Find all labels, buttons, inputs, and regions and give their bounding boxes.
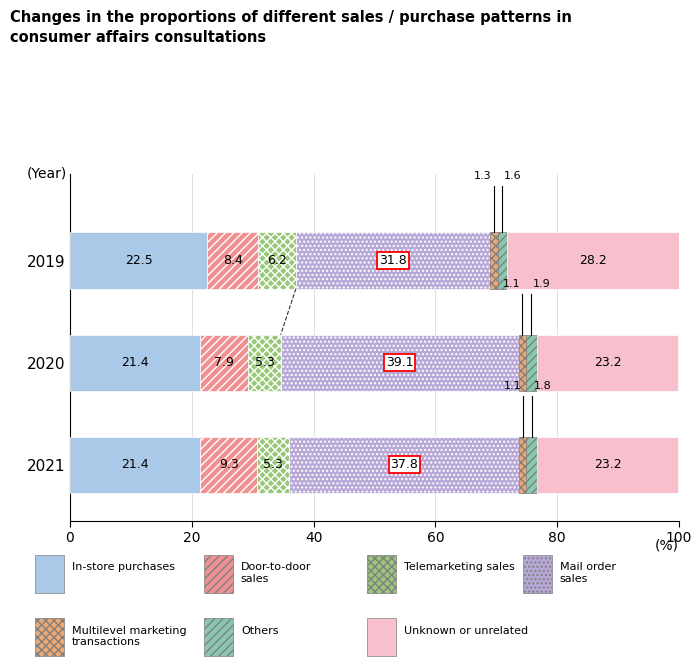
Text: 1.1: 1.1: [503, 279, 520, 289]
FancyBboxPatch shape: [204, 618, 233, 656]
FancyBboxPatch shape: [367, 554, 395, 593]
Text: 1.3: 1.3: [474, 172, 491, 181]
Text: Unknown or unrelated: Unknown or unrelated: [404, 626, 528, 636]
Bar: [248, 335, 281, 391]
Bar: [70, 232, 207, 289]
Bar: [257, 437, 289, 493]
Text: 1.6: 1.6: [504, 172, 522, 181]
Text: 37.8: 37.8: [391, 458, 419, 472]
Bar: [70, 437, 200, 493]
Bar: [508, 232, 679, 289]
Text: Mail order
sales: Mail order sales: [560, 562, 616, 584]
FancyBboxPatch shape: [34, 554, 64, 593]
Bar: [526, 335, 537, 391]
Text: 9.3: 9.3: [219, 458, 239, 472]
FancyBboxPatch shape: [204, 554, 233, 593]
Bar: [526, 437, 537, 493]
FancyBboxPatch shape: [523, 554, 552, 593]
Bar: [70, 335, 200, 391]
Bar: [519, 437, 526, 493]
Text: 28.2: 28.2: [580, 254, 607, 267]
Text: 7.9: 7.9: [214, 356, 234, 369]
Bar: [489, 232, 498, 289]
Text: 8.4: 8.4: [223, 254, 242, 267]
Text: 21.4: 21.4: [121, 458, 149, 472]
Text: 1.1: 1.1: [503, 381, 521, 391]
Text: 23.2: 23.2: [594, 458, 622, 472]
Text: 31.8: 31.8: [379, 254, 407, 267]
Text: Changes in the proportions of different sales / purchase patterns in
consumer af: Changes in the proportions of different …: [10, 10, 573, 45]
Text: Telemarketing sales: Telemarketing sales: [404, 562, 514, 572]
FancyBboxPatch shape: [34, 618, 64, 656]
Bar: [200, 335, 248, 391]
Text: 39.1: 39.1: [386, 356, 414, 369]
Bar: [296, 232, 489, 289]
Bar: [207, 232, 258, 289]
Text: 1.9: 1.9: [533, 279, 551, 289]
Text: Others: Others: [241, 626, 279, 636]
Bar: [498, 232, 508, 289]
Text: 5.3: 5.3: [255, 356, 274, 369]
Bar: [281, 335, 519, 391]
Text: 5.3: 5.3: [263, 458, 283, 472]
Bar: [537, 335, 678, 391]
Text: (Year): (Year): [27, 167, 67, 181]
Bar: [519, 335, 526, 391]
Text: Multilevel marketing
transactions: Multilevel marketing transactions: [71, 626, 186, 647]
Text: 22.5: 22.5: [125, 254, 153, 267]
Text: 1.8: 1.8: [533, 381, 551, 391]
Bar: [289, 437, 519, 493]
Bar: [200, 437, 257, 493]
Text: 21.4: 21.4: [121, 356, 149, 369]
Text: (%): (%): [655, 538, 679, 552]
FancyBboxPatch shape: [367, 618, 395, 656]
Text: In-store purchases: In-store purchases: [71, 562, 174, 572]
Bar: [537, 437, 678, 493]
Bar: [258, 232, 296, 289]
Text: 23.2: 23.2: [594, 356, 622, 369]
Text: Door-to-door
sales: Door-to-door sales: [241, 562, 312, 584]
Text: 6.2: 6.2: [267, 254, 287, 267]
